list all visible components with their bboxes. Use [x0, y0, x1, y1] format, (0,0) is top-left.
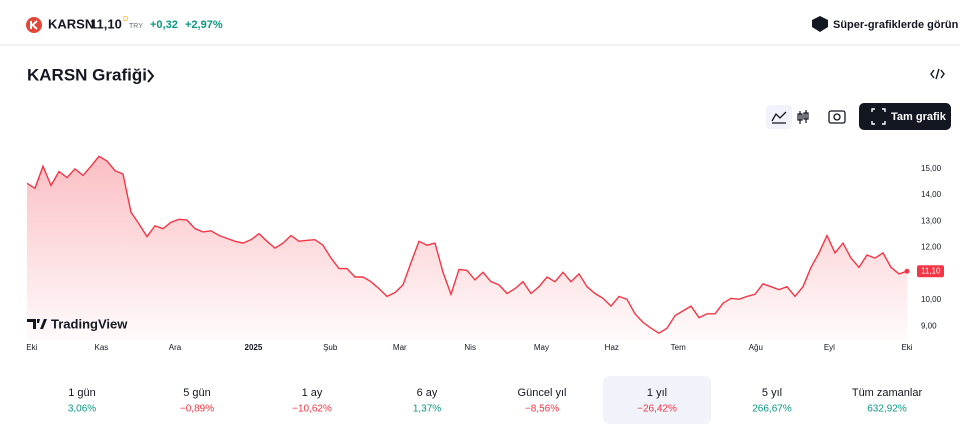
cta[interactable]: Süper-grafiklerde görün: [833, 19, 959, 31]
brand: TradingView: [51, 316, 128, 331]
embed-icon[interactable]: [930, 68, 945, 80]
price: 11,10: [90, 16, 122, 31]
y-tick-label: 13,00: [921, 216, 942, 225]
camera-icon[interactable]: [828, 110, 846, 124]
y-tick-label: 15,00: [921, 164, 942, 173]
period-label[interactable]: 1 yıl: [647, 387, 667, 399]
change: +0,32: [150, 19, 178, 31]
x-tick-label: Eyl: [824, 343, 835, 352]
price-tag: [917, 265, 944, 278]
x-tick-label: Kas: [95, 343, 109, 352]
x-tick-label: Ağu: [749, 343, 763, 352]
chevron[interactable]: [147, 69, 155, 83]
y-tick-label: 9,00: [921, 321, 937, 330]
x-tick-label: Eki: [26, 343, 37, 352]
periods: 1 gün 3,06% 5 gün −0,89% 1 ay −10,62% 6 ay 1,37…: [68, 376, 923, 424]
period-label[interactable]: 6 ay: [417, 387, 438, 399]
x-tick-label: Haz: [605, 343, 619, 352]
x-tick-label: Nis: [464, 343, 476, 352]
full-icon: [871, 108, 886, 125]
logo-glyph: [30, 20, 38, 30]
period-change[interactable]: 1,37%: [413, 404, 441, 415]
period-label[interactable]: Güncel yıl: [518, 387, 567, 399]
camera-lens: [833, 113, 841, 121]
x-tick-label: Ara: [169, 343, 182, 352]
period-change[interactable]: −26,42%: [637, 404, 677, 415]
brand-logo: [27, 319, 47, 329]
period-label[interactable]: Tüm zamanlar: [852, 387, 923, 399]
y-tick-label: 12,00: [921, 243, 942, 252]
last-point: [904, 268, 910, 274]
change-pct: +2,97%: [185, 19, 223, 31]
period-change[interactable]: −8,56%: [525, 404, 559, 415]
x-tick-label: Mar: [393, 343, 407, 352]
period-label[interactable]: 1 ay: [302, 387, 323, 399]
area-fill: [27, 156, 907, 340]
x-tick-label: 2025: [245, 343, 263, 352]
chart: 9,0010,0011,0012,0013,0014,0015,00EkiKas…: [26, 155, 944, 352]
cta-icon[interactable]: [812, 16, 828, 32]
title[interactable]: KARSN Grafiği: [27, 65, 147, 84]
candle-icon[interactable]: [797, 110, 809, 124]
x-tick-label: Eki: [901, 343, 912, 352]
full-chart-label[interactable]: Tam grafik: [891, 111, 947, 123]
period-change[interactable]: 266,67%: [752, 404, 792, 415]
period-change[interactable]: 632,92%: [867, 404, 907, 415]
currency: TRY: [129, 23, 143, 30]
y-tick-label: 14,00: [921, 190, 942, 199]
price-line: [26, 155, 908, 335]
period-label[interactable]: 5 yıl: [762, 387, 782, 399]
price-tag-label: 11,10: [921, 266, 941, 275]
y-tick-label: 10,00: [921, 295, 942, 304]
x-tick-label: May: [534, 343, 549, 352]
area-icon: [771, 111, 787, 124]
flag: D: [123, 16, 128, 23]
x-tick-label: Tem: [671, 343, 686, 352]
period-label[interactable]: 5 gün: [183, 387, 211, 399]
period-selected[interactable]: [603, 376, 711, 424]
symbol: KARSN: [48, 16, 94, 31]
period-change[interactable]: 3,06%: [68, 404, 96, 415]
period-change[interactable]: −10,62%: [292, 404, 332, 415]
period-label[interactable]: 1 gün: [68, 387, 96, 399]
full-chart-btn[interactable]: [859, 103, 951, 130]
period-change[interactable]: −0,89%: [180, 404, 214, 415]
x-tick-label: Şub: [323, 343, 338, 352]
